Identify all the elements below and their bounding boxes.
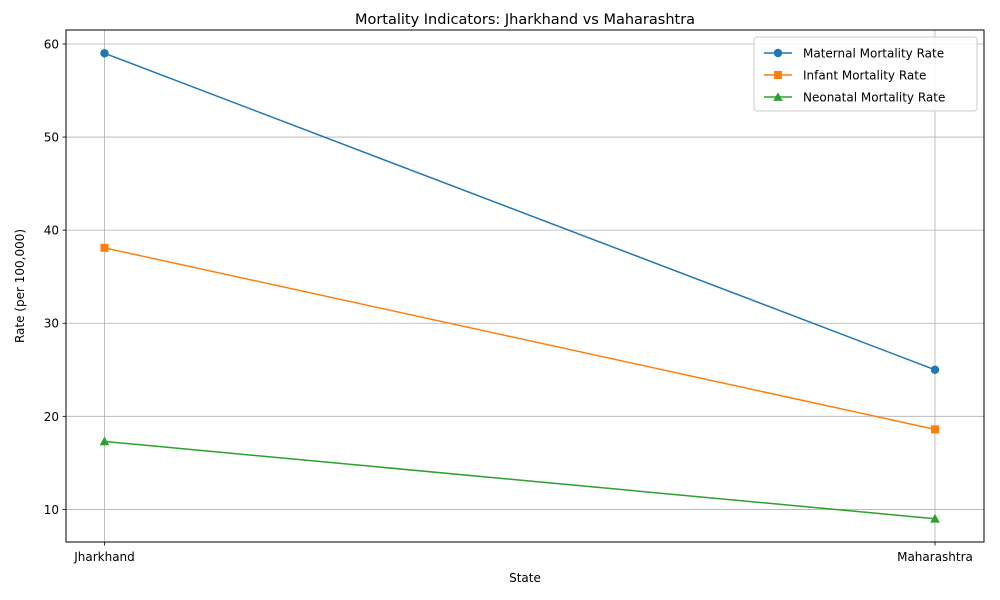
chart-title: Mortality Indicators: Jharkhand vs Mahar… <box>355 12 695 28</box>
neonatal-mortality-rate-marker <box>930 513 940 523</box>
legend-swatch-marker <box>773 48 783 58</box>
neonatal-mortality-rate-marker <box>99 436 110 446</box>
grid-lines <box>66 30 984 542</box>
legend-item-infant-mortality-rate: Infant Mortality Rate <box>764 69 926 83</box>
y-tick-label: 20 <box>44 410 59 424</box>
legend-label: Infant Mortality Rate <box>803 69 926 83</box>
y-tick-label: 10 <box>44 503 59 517</box>
y-tick-label: 50 <box>44 131 59 145</box>
legend-label: Maternal Mortality Rate <box>803 47 944 61</box>
maternal-mortality-rate-marker <box>930 365 940 374</box>
plot-frame <box>65 29 985 543</box>
maternal-mortality-rate-line <box>104 52 936 371</box>
legend-label: Neonatal Mortality Rate <box>803 91 945 105</box>
x-axis-label: State <box>509 571 541 585</box>
y-tick-label: 30 <box>44 317 59 331</box>
legend-swatch-marker <box>773 92 783 101</box>
x-tick-label: Maharashtra <box>897 550 973 564</box>
y-axis-label: Rate (per 100,000) <box>13 229 27 343</box>
legend-swatch-marker <box>774 71 782 79</box>
infant-mortality-rate-line <box>104 247 936 431</box>
neonatal-mortality-rate-series <box>99 436 940 523</box>
y-tick-label: 60 <box>44 37 59 51</box>
infant-mortality-rate-marker <box>100 243 109 252</box>
maternal-mortality-rate-series <box>100 49 940 374</box>
neonatal-mortality-rate-line <box>104 440 936 520</box>
legend-item-neonatal-mortality-rate: Neonatal Mortality Rate <box>764 91 945 105</box>
maternal-mortality-rate-marker <box>100 49 109 58</box>
infant-mortality-rate-marker <box>931 425 939 434</box>
x-tick-label: Jharkhand <box>73 550 135 564</box>
legend-item-maternal-mortality-rate: Maternal Mortality Rate <box>764 47 944 61</box>
series-lines <box>99 49 940 523</box>
infant-mortality-rate-series <box>100 243 939 434</box>
legend-box <box>753 36 978 112</box>
y-tick-label: 40 <box>44 224 59 238</box>
legend: Maternal Mortality Rate Infant Mortality … <box>753 36 978 112</box>
axis-ticks: 10 20 30 40 50 60 Jharkhand Maharashtra <box>44 37 973 564</box>
